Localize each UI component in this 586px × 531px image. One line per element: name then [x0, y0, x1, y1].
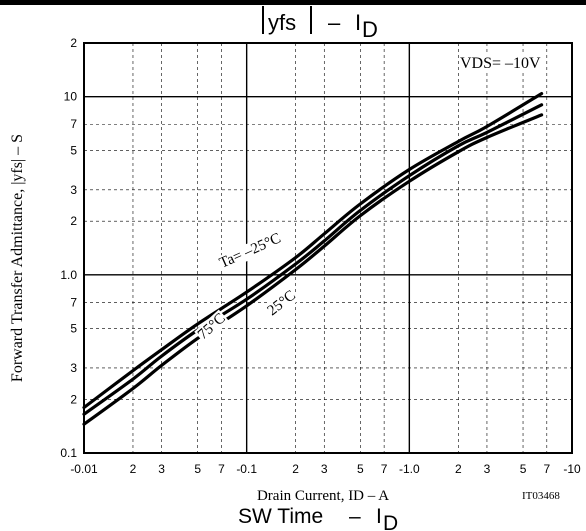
plot-frame [83, 42, 573, 454]
title-main: yfs [268, 10, 296, 35]
y-axis-label: Forward Transfer Admittance, |yfs| – S [9, 134, 26, 382]
x-tick-labels: -0.01 2 3 5 7 -0.1 2 3 5 7 -1.0 2 3 5 7 -10 [70, 462, 581, 476]
y-tick-label: 5 [70, 321, 77, 335]
x-tick-label: -0.1 [236, 462, 257, 476]
x-tick-label: 7 [381, 462, 388, 476]
x-tick-label: 3 [484, 462, 491, 476]
series-label-75-bg [194, 309, 230, 344]
y-tick-label: 3 [70, 183, 77, 197]
y-tick-label: 2 [70, 392, 77, 406]
x-tick-label: -1.0 [399, 462, 420, 476]
footer-title-main: SW Time [238, 505, 323, 528]
series-label-25-bg [263, 286, 300, 320]
x-tick-label: 2 [292, 462, 299, 476]
y-tick-label: 2 [70, 214, 77, 228]
x-axis-label: Drain Current, ID – A [257, 488, 389, 504]
y-tick-label: 1.0 [60, 268, 77, 282]
condition-text: VDS= –10V [460, 55, 541, 72]
x-tick-label: -0.01 [70, 462, 98, 476]
y-tick-label: 0.1 [60, 446, 77, 460]
x-tick-label: -10 [563, 462, 581, 476]
footer-title-dash: – [349, 505, 361, 528]
y-tick-label: 7 [70, 117, 77, 131]
title-i: I [355, 10, 361, 35]
title-bar-left [262, 6, 264, 34]
x-tick-label: 7 [543, 462, 550, 476]
series-label-minus25-bg [216, 229, 285, 273]
top-rule [0, 0, 586, 5]
title-dash: – [328, 10, 341, 35]
footer-title: SW Time – I D [238, 505, 398, 531]
x-tick-label: 2 [455, 462, 462, 476]
x-tick-label: 3 [158, 462, 165, 476]
header-title: yfs – I D [262, 6, 378, 42]
footer-title-i: I [376, 505, 382, 528]
x-tick-label: 7 [218, 462, 225, 476]
series-layer [82, 92, 544, 426]
grid [83, 42, 573, 454]
series-label-minus25: Ta= –25°C [217, 230, 283, 271]
y-tick-label: 10 [64, 90, 78, 104]
series-line-0 [82, 92, 544, 410]
series-line-2 [82, 113, 544, 426]
series-line-1 [82, 103, 544, 416]
x-tick-label: 3 [321, 462, 328, 476]
title-sub: D [362, 17, 378, 42]
y-tick-label: 3 [70, 361, 77, 375]
y-tick-labels: 0.1 2 3 5 7 1.0 2 3 5 7 10 2 [60, 36, 77, 460]
x-tick-label: 5 [357, 462, 364, 476]
y-tick-label: 7 [70, 295, 77, 309]
x-tick-label: 5 [194, 462, 201, 476]
footer-title-sub: D [383, 512, 398, 531]
x-tick-label: 5 [520, 462, 527, 476]
title-bar-right [310, 6, 312, 34]
condition-label: VDS= –10V [459, 55, 543, 72]
y-tick-label: 2 [70, 36, 77, 50]
x-tick-label: 2 [130, 462, 137, 476]
figure-code: IT03468 [522, 490, 560, 502]
condition-text-bg [459, 55, 543, 72]
y-tick-label: 5 [70, 143, 77, 157]
